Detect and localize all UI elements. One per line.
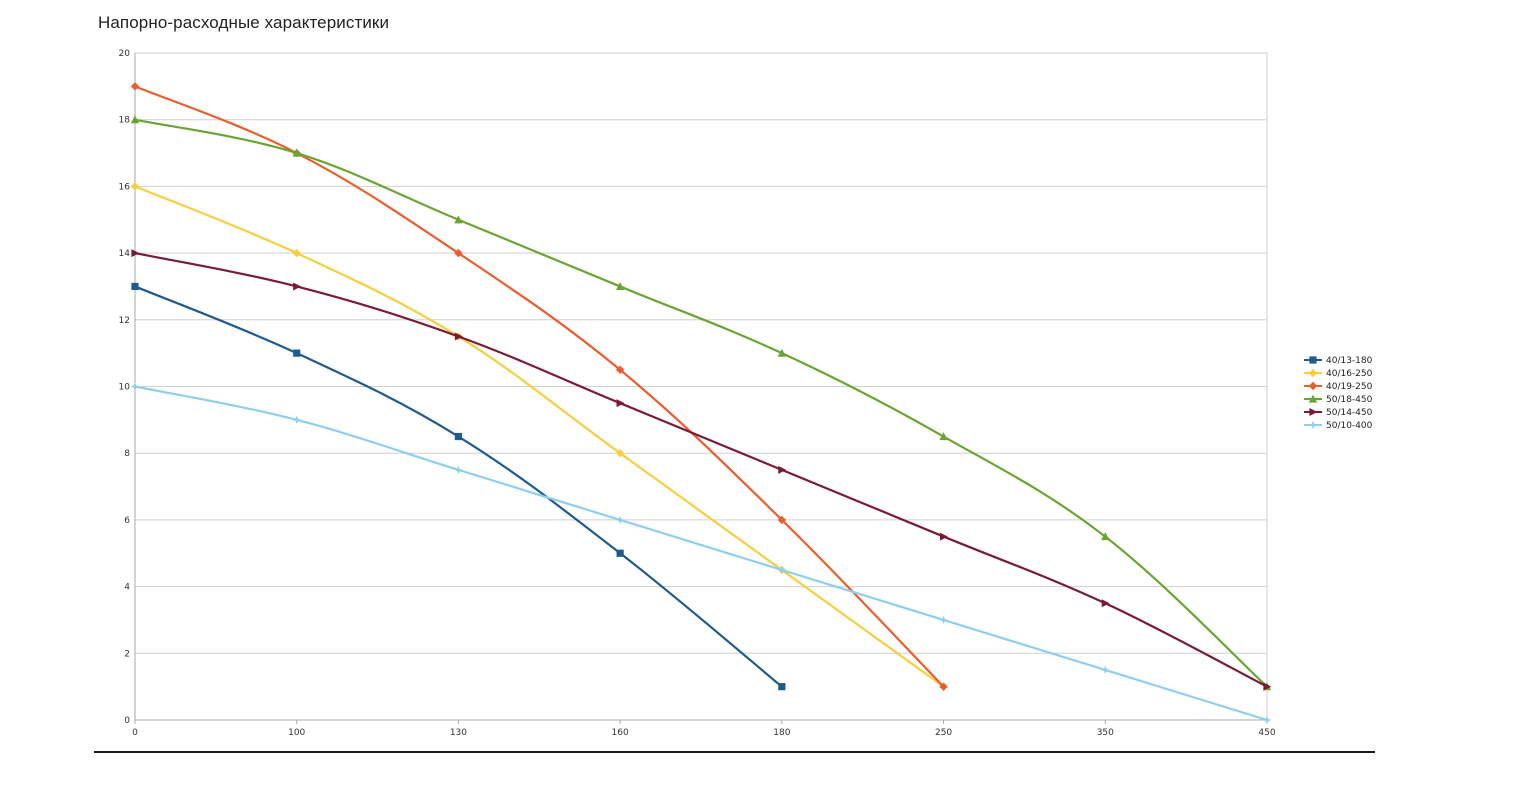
data-point	[454, 248, 463, 258]
legend-item: 50/18-450	[1304, 394, 1373, 405]
y-tick-label: 2	[124, 649, 130, 659]
series-line	[133, 285, 783, 688]
legend-label: 40/16-250	[1326, 369, 1373, 379]
legend-label: 40/19-250	[1326, 382, 1373, 392]
data-point	[777, 348, 787, 357]
data-point	[777, 565, 787, 575]
series-50/14-450	[131, 249, 1272, 691]
data-point	[454, 215, 463, 224]
data-point	[1101, 532, 1110, 541]
series-50/18-450	[130, 115, 1272, 691]
data-point	[939, 615, 948, 625]
data-point	[615, 282, 625, 291]
chart-series	[130, 82, 1272, 725]
data-point	[454, 432, 463, 441]
legend-label: 50/14-450	[1326, 408, 1373, 418]
legend-swatch-marker	[1309, 356, 1317, 364]
data-point	[939, 532, 948, 541]
x-tick-label: 250	[935, 728, 952, 738]
legend-item: 50/10-400	[1304, 420, 1373, 431]
page-title: Напорно-расходные характеристики	[98, 13, 390, 32]
chart-legend: 40/13-180 40/16-250 40/19-250 50/18-450 50/1…	[1304, 356, 1373, 431]
data-point	[616, 549, 624, 557]
data-point	[778, 465, 787, 474]
data-point	[616, 399, 625, 408]
data-point	[939, 682, 948, 691]
y-tick-label: 14	[119, 249, 131, 259]
data-point	[131, 249, 140, 258]
data-point	[130, 182, 140, 191]
series-40/19-250	[130, 82, 948, 691]
legend-swatch-marker	[1308, 394, 1318, 403]
y-tick-label: 18	[119, 116, 131, 126]
series-line	[133, 118, 1269, 688]
data-point	[130, 382, 140, 391]
y-tick-label: 8	[124, 449, 130, 459]
x-tick-label: 350	[1097, 728, 1114, 738]
legend-swatch-marker	[1308, 368, 1318, 378]
data-point	[1263, 682, 1272, 691]
legend-item: 40/13-180	[1304, 356, 1373, 366]
data-point	[1262, 715, 1272, 725]
data-point	[454, 465, 463, 475]
data-point	[615, 365, 625, 375]
data-point	[615, 449, 625, 458]
y-tick-label: 20	[119, 49, 131, 59]
x-tick-label: 450	[1258, 728, 1275, 738]
y-tick-label: 0	[124, 716, 130, 726]
data-point	[778, 683, 786, 691]
x-tick-label: 160	[612, 728, 629, 738]
data-point	[939, 432, 948, 441]
legend-label: 40/13-180	[1326, 356, 1373, 366]
data-point	[292, 148, 301, 157]
y-tick-label: 12	[119, 316, 130, 326]
chart-axes: 0 2 4 6 8 10 12 14 16 18 20 0 100 130 160 180 250 350 450	[119, 49, 1276, 738]
data-point	[130, 82, 140, 91]
series-line	[133, 385, 1269, 722]
data-point	[454, 332, 463, 341]
legend-label: 50/10-400	[1326, 421, 1373, 431]
legend-item: 50/14-450	[1304, 408, 1373, 418]
y-tick-label: 10	[119, 383, 131, 393]
series-40/16-250	[130, 182, 948, 691]
legend-swatch-marker	[1309, 408, 1318, 416]
data-point	[131, 282, 139, 291]
legend-swatch-marker	[1308, 381, 1318, 391]
data-point	[1101, 665, 1110, 675]
series-line	[133, 185, 945, 688]
x-tick-label: 130	[450, 728, 467, 738]
legend-item: 40/19-250	[1304, 381, 1373, 392]
bottom-divider	[94, 751, 1375, 753]
x-tick-label: 180	[773, 728, 790, 738]
data-point	[130, 115, 140, 124]
legend-item: 40/16-250	[1304, 368, 1373, 379]
series-40/13-180	[131, 282, 786, 691]
y-tick-label: 6	[124, 516, 130, 526]
data-point	[1101, 599, 1110, 608]
data-point	[292, 248, 301, 258]
data-point	[292, 415, 301, 425]
y-tick-label: 4	[124, 583, 130, 593]
data-point	[293, 349, 301, 357]
legend-swatch-marker	[1308, 420, 1318, 430]
legend-label: 50/18-450	[1326, 395, 1373, 405]
data-point	[293, 282, 302, 291]
data-point	[615, 515, 625, 525]
x-tick-label: 100	[288, 728, 305, 738]
series-line	[133, 252, 1269, 688]
series-50/10-400	[130, 382, 1272, 725]
series-line	[133, 85, 945, 688]
y-tick-label: 16	[119, 182, 131, 192]
x-tick-label: 0	[132, 728, 138, 738]
data-point	[777, 515, 787, 525]
